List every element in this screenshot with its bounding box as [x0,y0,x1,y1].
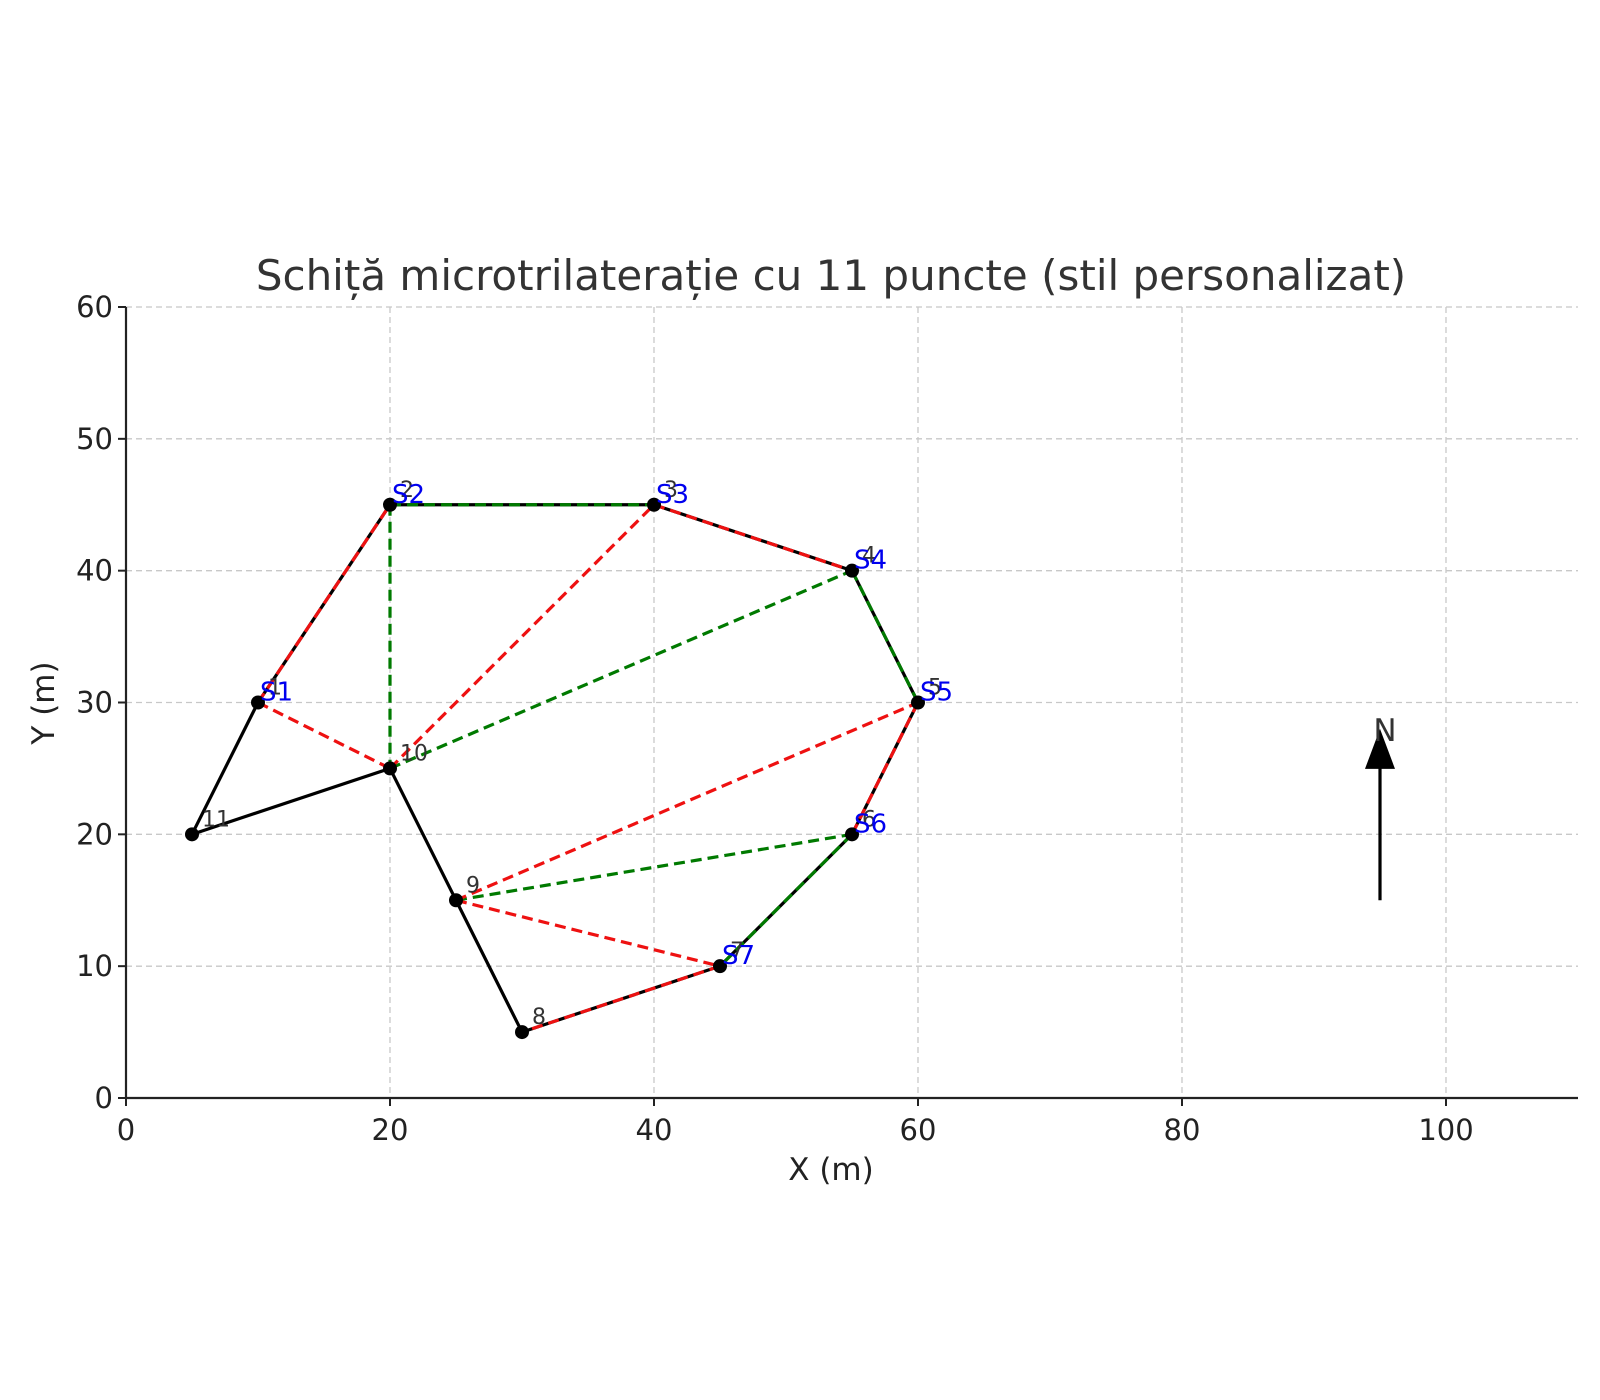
point-label: 5 [928,676,942,701]
north-label: N [1373,713,1396,749]
point-label: 9 [466,873,480,898]
chart-title: Schiță microtrilaterație cu 11 puncte (s… [256,251,1406,300]
green-dashed-line [389,569,853,770]
red-dashed-line [850,701,920,836]
plot-lines [190,503,920,1034]
red-dashed-line [388,503,656,770]
x-axis-label: X (m) [788,1152,873,1188]
y-tick-label: 50 [76,422,113,456]
station-label: S4 [854,546,887,576]
y-tick-label: 60 [76,290,113,324]
traverse-segment [190,700,260,836]
point-label: 3 [664,478,678,503]
point-marker [911,695,925,710]
station-label: S6 [854,809,887,839]
point-marker [845,827,859,842]
point-marker [251,695,265,710]
point-marker [515,1025,529,1040]
y-tick-label: 30 [76,686,113,720]
axes: 0 20 40 60 80 100 0 10 20 30 40 50 60 [76,290,1578,1147]
red-dashed-line [653,503,853,573]
point-marker [185,827,199,842]
traverse-segment [388,766,458,902]
station-label: S7 [722,941,755,971]
point-label: 8 [532,1005,546,1030]
point-markers [185,497,925,1040]
point-label: 7 [730,939,744,964]
x-tick-label: 60 [900,1113,937,1147]
red-dashed-line [455,701,919,902]
y-tick-label: 40 [76,554,113,588]
station-label: S3 [656,480,689,510]
point-marker [383,761,397,776]
y-axis-label: Y (m) [26,661,62,745]
point-labels: 1 2 3 4 5 6 7 8 9 10 11 S1 S2 S3 S4 S5 S6 S7 [202,478,953,1030]
point-marker [845,563,859,578]
point-label: 6 [862,807,876,832]
point-label: 11 [202,807,230,832]
point-marker [449,893,463,908]
point-label: 10 [400,741,428,766]
point-label: 2 [400,478,414,503]
x-tick-label: 40 [636,1113,673,1147]
green-dashed-line [718,833,854,968]
green-dashed-line [850,569,920,704]
y-tick-label: 0 [95,1081,113,1115]
north-arrow-head [1365,728,1395,769]
red-dashed-line [257,701,391,770]
traverse-segment [190,766,392,836]
y-tick-label: 10 [76,949,113,983]
y-tick-label: 20 [76,817,113,851]
x-tick-label: 80 [1164,1113,1201,1147]
red-dashed-line [521,964,721,1034]
x-tick-label: 0 [117,1113,135,1147]
x-tick-label: 20 [372,1113,409,1147]
traverse-segment [454,898,524,1034]
x-tick-label: 100 [1418,1113,1473,1147]
red-dashed-line [455,898,721,968]
point-label: 1 [268,676,282,701]
north-arrow: N [1365,713,1397,901]
station-label: S2 [392,480,425,510]
point-marker [713,959,727,974]
red-dashed-line [256,503,392,704]
point-marker [383,497,397,512]
point-marker [647,497,661,512]
point-label: 4 [862,544,876,569]
station-label: S5 [920,678,953,708]
grid [125,306,1578,1099]
station-label: S1 [260,678,293,708]
